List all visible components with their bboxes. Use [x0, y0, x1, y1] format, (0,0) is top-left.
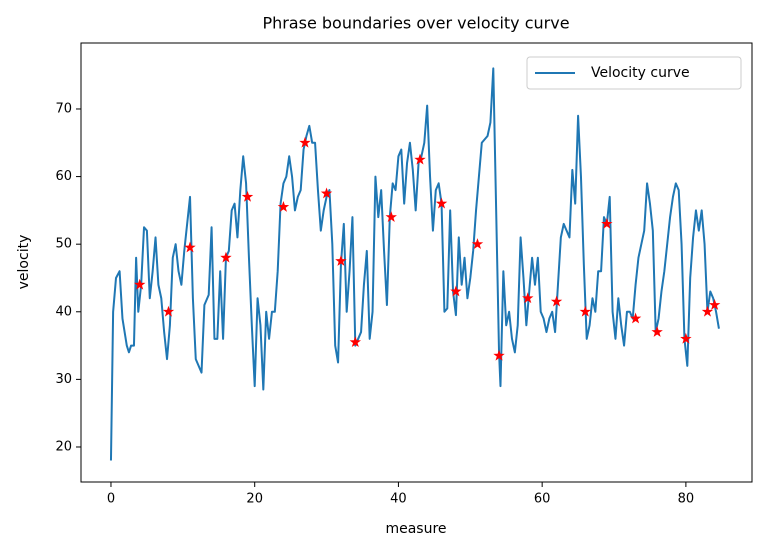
boundary-marker: [550, 295, 563, 307]
y-tick-label: 70: [55, 101, 72, 116]
boundary-marker: [414, 153, 426, 165]
boundary-marker: [162, 305, 175, 317]
boundary-marker: [299, 136, 311, 148]
x-tick-label: 80: [678, 492, 695, 507]
boundary-marker: [471, 238, 484, 250]
boundary-marker: [601, 217, 613, 229]
boundary-marker: [708, 299, 721, 310]
legend-label: Velocity curve: [591, 65, 690, 81]
boundary-marker: [651, 326, 663, 337]
y-tick-label: 40: [55, 304, 72, 319]
boundary-marker: [522, 292, 534, 304]
boundary-marker: [701, 305, 714, 317]
y-tick-label: 60: [55, 169, 72, 184]
boundary-marker: [450, 285, 462, 297]
boundary-marker: [134, 278, 146, 290]
boundary-marker: [680, 332, 692, 344]
y-axis-label: velocity: [16, 235, 32, 290]
x-axis-label: measure: [385, 521, 446, 537]
boundary-marker: [629, 312, 642, 324]
x-tick-label: 0: [107, 492, 115, 507]
y-tick-label: 30: [55, 372, 72, 387]
y-tick-label: 50: [55, 237, 72, 252]
boundary-marker: [241, 190, 254, 202]
legend-box: [526, 56, 742, 90]
boundary-marker: [335, 255, 347, 266]
boundary-marker: [385, 211, 397, 222]
velocity-line: [109, 67, 720, 461]
y-tick-label: 20: [55, 439, 72, 454]
boundary-marker: [320, 187, 333, 199]
x-tick-label: 40: [390, 492, 407, 507]
x-tick-label: 60: [534, 492, 551, 507]
boundary-marker: [184, 241, 196, 253]
chart-title: Phrase boundaries over velocity curve: [262, 14, 569, 33]
boundary-marker: [435, 197, 448, 209]
boundary-marker: [349, 336, 362, 348]
axes-frame: [80, 42, 753, 483]
boundary-marker: [220, 251, 232, 263]
x-tick-label: 20: [246, 492, 263, 507]
boundary-marker: [277, 200, 290, 212]
boundary-marker: [493, 349, 505, 361]
boundary-marker: [579, 305, 591, 317]
